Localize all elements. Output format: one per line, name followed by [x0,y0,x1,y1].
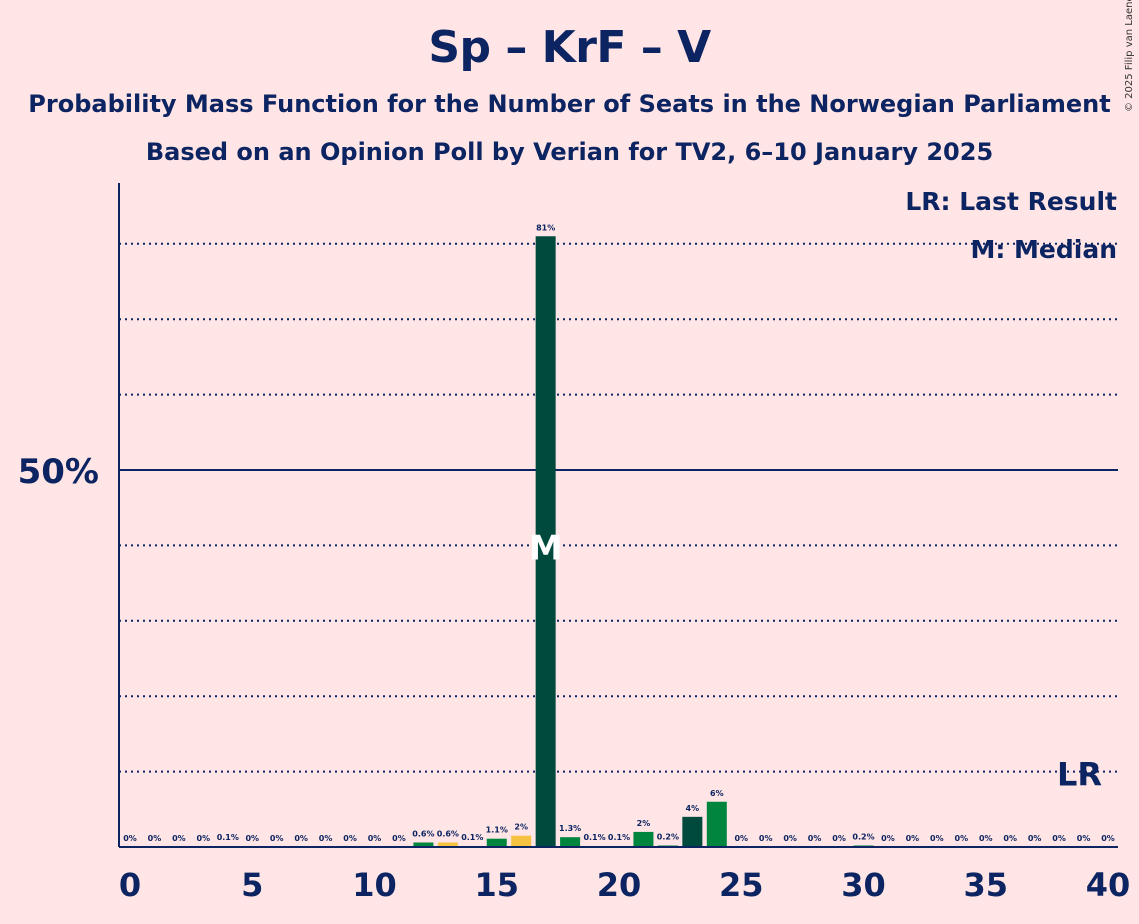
bar-value-label: 0% [1077,834,1091,843]
bar-value-label: 0.2% [852,832,874,841]
x-tick-label: 25 [719,866,764,904]
bar-value-label: 1.1% [486,826,508,835]
bar-value-label: 0% [979,834,993,843]
x-tick-label: 20 [597,866,642,904]
bar [560,837,581,847]
bar-value-label: 0% [368,834,382,843]
median-marker: M [529,529,563,569]
bar-value-label: 0% [270,834,284,843]
x-tick-label: 5 [241,866,263,904]
bar-value-label: 2% [514,823,528,832]
last-result-marker: LR [1057,756,1102,794]
bar-value-label: 0% [808,834,822,843]
bar-value-label: 0% [123,834,137,843]
bar-value-label: 0% [1003,834,1017,843]
bar-value-label: 0% [294,834,308,843]
bar [413,842,434,847]
bar-value-label: 0% [955,834,969,843]
x-tick-label: 30 [841,866,886,904]
legend-median: M: Median [970,235,1117,264]
x-tick-label: 10 [352,866,397,904]
bar [535,236,556,847]
x-tick-label: 15 [474,866,519,904]
bar-value-label: 0% [392,834,406,843]
bar-value-label: 0% [319,834,333,843]
bar-value-label: 0% [1052,834,1066,843]
bar-value-label: 1.3% [559,824,581,833]
chart-source: Based on an Opinion Poll by Verian for T… [145,138,994,166]
x-tick-label: 40 [1086,866,1131,904]
bar-value-label: 0% [197,834,211,843]
bar-value-label: 0.1% [461,833,483,842]
bar [511,835,532,847]
bar [682,816,703,847]
bar-value-label: 0% [930,834,944,843]
legend-last-result: LR: Last Result [905,187,1117,216]
bar-value-label: 0% [1028,834,1042,843]
bar-value-label: 0% [759,834,773,843]
bar-value-label: 0% [245,834,259,843]
bar-value-label: 0.6% [412,829,434,838]
bar-value-label: 4% [686,804,700,813]
bar-value-label: 0% [148,834,162,843]
bar-value-label: 0% [734,834,748,843]
bar-value-label: 81% [536,223,555,232]
bar-value-label: 0.6% [437,829,459,838]
bar-value-label: 0.2% [657,832,679,841]
bar-value-label: 6% [710,789,724,798]
chart-subtitle: Probability Mass Function for the Number… [28,90,1111,118]
y-tick-label: 50% [18,452,99,492]
x-tick-label: 35 [963,866,1008,904]
bar-value-label: 0% [172,834,186,843]
bar-value-label: 0% [783,834,797,843]
bar [633,831,654,847]
bar-value-label: 0% [1101,834,1115,843]
bar-value-label: 0% [343,834,357,843]
bar-value-label: 0% [906,834,920,843]
bar-value-label: 0.1% [608,833,630,842]
bar [486,838,507,847]
bar-value-label: 0% [832,834,846,843]
bar [437,842,458,847]
x-tick-label: 0 [119,866,141,904]
bar-value-label: 0% [881,834,895,843]
chart-title: Sp – KrF – V [428,22,711,73]
bar [706,801,727,847]
bar-value-label: 2% [637,819,651,828]
bar-value-label: 0.1% [583,833,605,842]
bar-value-label: 0.1% [217,833,239,842]
